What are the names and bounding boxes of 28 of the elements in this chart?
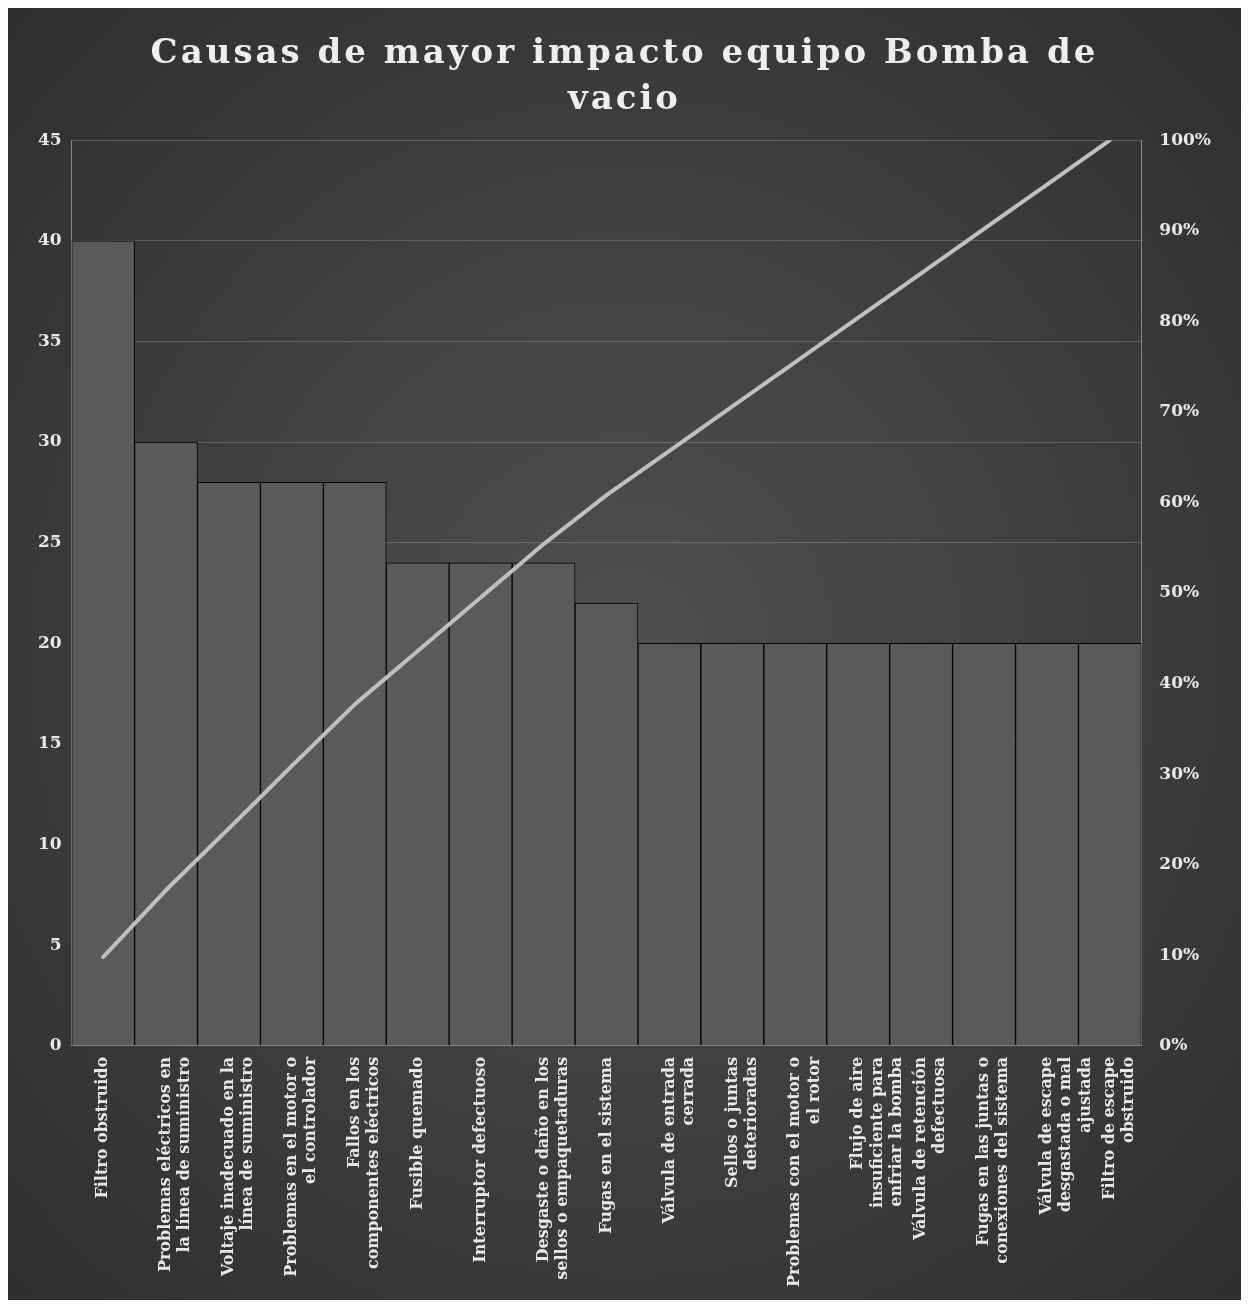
x-tick-label: Filtro obstruido xyxy=(92,1056,112,1199)
y-tick-label: 30 xyxy=(37,430,62,451)
y2-tick-label: 10% xyxy=(1159,943,1200,964)
y-tick-label: 20 xyxy=(37,631,62,652)
y2-tick-label: 50% xyxy=(1159,581,1200,602)
x-tick-label: Problemas eléctricos en la línea de suministro xyxy=(155,1056,194,1273)
y2-tick-label: 80% xyxy=(1159,309,1200,330)
y2-tick-label: 60% xyxy=(1159,490,1200,511)
y-tick-label: 5 xyxy=(49,933,62,954)
y2-tick-label: 90% xyxy=(1159,219,1200,240)
x-tick-label: Válvula de entrada cerrada xyxy=(658,1056,697,1225)
y-tick-label: 0 xyxy=(49,1034,62,1055)
y-tick-label: 15 xyxy=(37,732,62,753)
y-tick-label: 25 xyxy=(37,531,62,552)
y-tick-label: 45 xyxy=(37,128,62,149)
y2-tick-label: 70% xyxy=(1159,400,1200,421)
x-tick-label: Fugas en el sistema xyxy=(595,1056,615,1234)
x-tick-label: Interruptor defectuoso xyxy=(469,1056,489,1263)
y2-tick-label: 30% xyxy=(1159,762,1200,783)
y2-tick-label: 40% xyxy=(1159,671,1200,692)
chart-title: Causas de mayor impacto equipo Bomba de vacio xyxy=(149,30,1100,119)
y2-tick-label: 100% xyxy=(1159,128,1211,149)
y2-tick-label: 20% xyxy=(1159,853,1200,874)
x-tick-label: Fusible quemado xyxy=(406,1056,426,1210)
y-tick-label: 35 xyxy=(37,329,62,350)
y-tick-label: 10 xyxy=(37,832,62,853)
y2-tick-label: 0% xyxy=(1159,1034,1188,1055)
y-tick-label: 40 xyxy=(37,229,62,250)
